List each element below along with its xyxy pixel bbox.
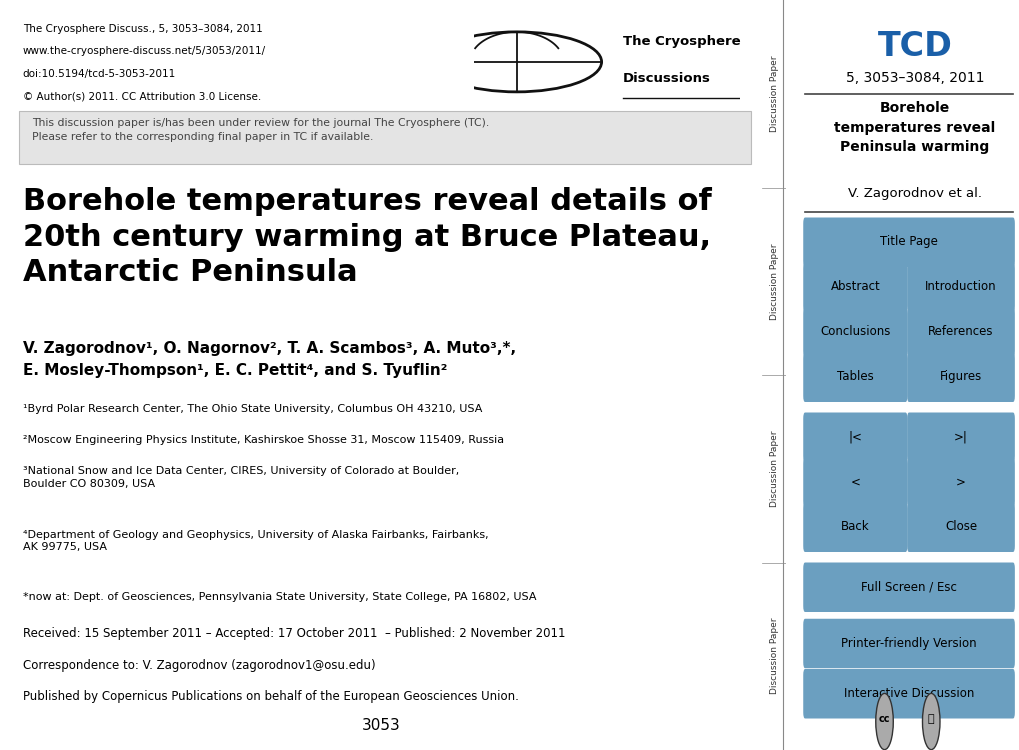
FancyBboxPatch shape [906, 458, 1014, 507]
FancyBboxPatch shape [906, 352, 1014, 402]
Text: Abstract: Abstract [829, 280, 879, 293]
FancyBboxPatch shape [802, 562, 1014, 612]
Text: ²Moscow Engineering Physics Institute, Kashirskoe Shosse 31, Moscow 115409, Russ: ²Moscow Engineering Physics Institute, K… [22, 435, 503, 445]
Text: Borehole
temperatures reveal
Peninsula warming: Borehole temperatures reveal Peninsula w… [834, 101, 995, 154]
Text: Received: 15 September 2011 – Accepted: 17 October 2011  – Published: 2 November: Received: 15 September 2011 – Accepted: … [22, 627, 565, 640]
Circle shape [875, 693, 893, 750]
Text: V. Zagorodnov¹, O. Nagornov², T. A. Scambos³, A. Muto³,*,
E. Mosley-Thompson¹, E: V. Zagorodnov¹, O. Nagornov², T. A. Scam… [22, 341, 516, 379]
FancyBboxPatch shape [802, 458, 907, 507]
Text: Discussion Paper: Discussion Paper [769, 618, 777, 695]
FancyBboxPatch shape [802, 217, 1014, 267]
FancyBboxPatch shape [802, 308, 907, 357]
Text: cc: cc [878, 714, 890, 724]
FancyBboxPatch shape [802, 669, 1014, 718]
Text: Conclusions: Conclusions [819, 326, 890, 338]
Text: Figures: Figures [938, 370, 981, 383]
Text: ⓘ: ⓘ [927, 714, 933, 724]
Text: doi:10.5194/tcd-5-3053-2011: doi:10.5194/tcd-5-3053-2011 [22, 69, 176, 79]
Circle shape [921, 693, 940, 750]
Text: Discussion Paper: Discussion Paper [769, 243, 777, 320]
Text: This discussion paper is/has been under review for the journal The Cryosphere (T: This discussion paper is/has been under … [32, 118, 489, 142]
FancyBboxPatch shape [19, 111, 750, 164]
Text: Tables: Tables [837, 370, 873, 383]
Text: Title Page: Title Page [879, 236, 937, 248]
FancyBboxPatch shape [906, 503, 1014, 552]
FancyBboxPatch shape [906, 262, 1014, 312]
Text: ¹Byrd Polar Research Center, The Ohio State University, Columbus OH 43210, USA: ¹Byrd Polar Research Center, The Ohio St… [22, 404, 482, 413]
FancyBboxPatch shape [802, 619, 1014, 668]
Text: www.the-cryosphere-discuss.net/5/3053/2011/: www.the-cryosphere-discuss.net/5/3053/20… [22, 46, 266, 56]
FancyBboxPatch shape [802, 352, 907, 402]
Text: Introduction: Introduction [924, 280, 996, 293]
FancyBboxPatch shape [802, 262, 907, 312]
Text: |<: |< [848, 430, 861, 443]
Text: References: References [927, 326, 993, 338]
Text: <: < [850, 476, 859, 488]
Text: >|: >| [953, 430, 967, 443]
Text: Back: Back [841, 520, 869, 533]
Text: Borehole temperatures reveal details of
20th century warming at Bruce Plateau,
A: Borehole temperatures reveal details of … [22, 188, 711, 287]
Text: Discussions: Discussions [623, 72, 710, 86]
Text: The Cryosphere Discuss., 5, 3053–3084, 2011: The Cryosphere Discuss., 5, 3053–3084, 2… [22, 24, 262, 34]
Text: >: > [955, 476, 965, 488]
Text: The Cryosphere: The Cryosphere [623, 34, 740, 48]
Text: TCD: TCD [876, 30, 952, 63]
Text: Discussion Paper: Discussion Paper [769, 56, 777, 132]
Text: Published by Copernicus Publications on behalf of the European Geosciences Union: Published by Copernicus Publications on … [22, 690, 519, 703]
FancyBboxPatch shape [906, 413, 1014, 462]
Text: 5, 3053–3084, 2011: 5, 3053–3084, 2011 [845, 71, 983, 86]
Text: Printer-friendly Version: Printer-friendly Version [841, 637, 976, 650]
FancyBboxPatch shape [802, 503, 907, 552]
FancyBboxPatch shape [802, 413, 907, 462]
Text: 3053: 3053 [362, 718, 399, 734]
Text: Discussion Paper: Discussion Paper [769, 430, 777, 507]
Text: ⁴Department of Geology and Geophysics, University of Alaska Fairbanks, Fairbanks: ⁴Department of Geology and Geophysics, U… [22, 530, 488, 552]
Text: © Author(s) 2011. CC Attribution 3.0 License.: © Author(s) 2011. CC Attribution 3.0 Lic… [22, 92, 261, 101]
Text: V. Zagorodnov et al.: V. Zagorodnov et al. [847, 188, 981, 200]
Text: *now at: Dept. of Geosciences, Pennsylvania State University, State College, PA : *now at: Dept. of Geosciences, Pennsylva… [22, 592, 536, 602]
Text: ³National Snow and Ice Data Center, CIRES, University of Colorado at Boulder,
Bo: ³National Snow and Ice Data Center, CIRE… [22, 466, 459, 489]
Text: Close: Close [944, 520, 976, 533]
Text: Correspondence to: V. Zagorodnov (zagorodnov1@osu.edu): Correspondence to: V. Zagorodnov (zagoro… [22, 658, 375, 671]
Text: Interactive Discussion: Interactive Discussion [843, 687, 973, 700]
Text: Full Screen / Esc: Full Screen / Esc [860, 580, 956, 593]
FancyBboxPatch shape [906, 308, 1014, 357]
